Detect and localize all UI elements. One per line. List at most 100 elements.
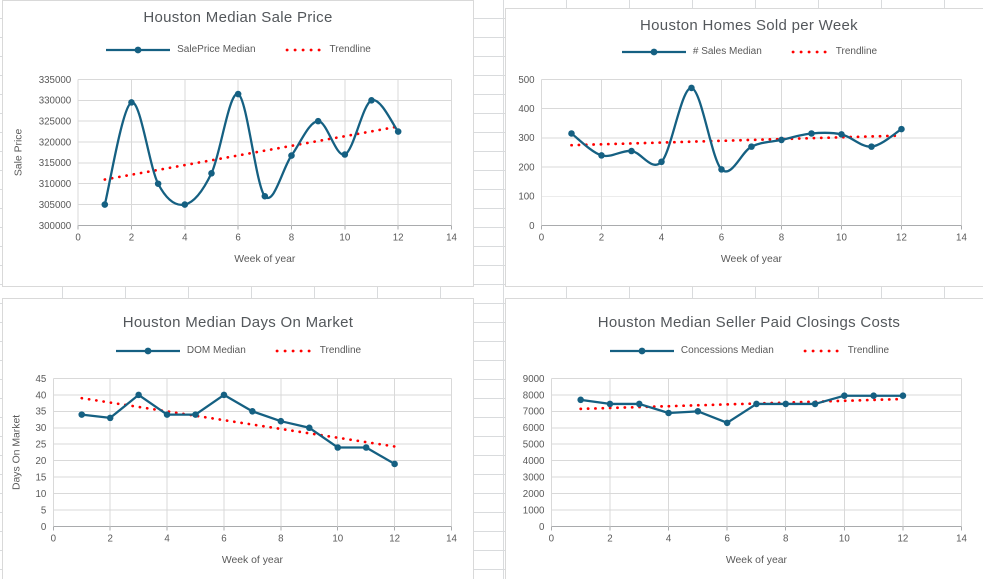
legend-trendline-label: Trendline bbox=[835, 46, 878, 57]
svg-text:12: 12 bbox=[393, 232, 404, 243]
plot-area[interactable]: 300000 305000 310000 315000 320000 325000 3300… bbox=[3, 1, 473, 286]
svg-text:14: 14 bbox=[956, 232, 967, 243]
dotted-line-swatch-icon bbox=[285, 48, 323, 51]
legend-trendline-label: Trendline bbox=[329, 44, 371, 55]
legend-series-label: # Sales Median bbox=[692, 46, 762, 57]
chart-title: Houston Median Seller Paid Closings Cost… bbox=[597, 314, 901, 331]
legend-series-label: Concessions Median bbox=[680, 345, 774, 356]
legend-item-trendline: Trendline bbox=[284, 44, 371, 55]
svg-text:30: 30 bbox=[36, 423, 47, 434]
svg-text:Week of year: Week of year bbox=[234, 254, 296, 265]
legend-series-label: SalePrice Median bbox=[177, 44, 256, 55]
plot-area[interactable]: 0 5 10 15 20 25 30 35 40 45 0 2 4 6 8 10 12 14 Week of yea… bbox=[3, 299, 473, 579]
svg-text:8000: 8000 bbox=[523, 390, 545, 401]
svg-text:25: 25 bbox=[36, 440, 47, 451]
chart-legend: # Sales Median Trendline bbox=[506, 46, 983, 57]
svg-text:4: 4 bbox=[659, 232, 665, 243]
svg-text:Days On Market: Days On Market bbox=[12, 415, 23, 490]
plot-area[interactable]: 0 100 200 300 400 500 0 2 4 6 8 10 12 14 Week of year bbox=[506, 9, 983, 286]
svg-text:0: 0 bbox=[539, 522, 545, 533]
svg-text:335000: 335000 bbox=[39, 75, 72, 86]
svg-text:310000: 310000 bbox=[39, 179, 72, 190]
svg-text:8: 8 bbox=[278, 533, 283, 544]
svg-text:9000: 9000 bbox=[523, 374, 545, 385]
svg-text:0: 0 bbox=[41, 522, 47, 533]
svg-text:2: 2 bbox=[599, 232, 604, 243]
svg-text:3000: 3000 bbox=[523, 472, 545, 483]
chart-panel-sale-price[interactable]: Houston Median Sale Price SalePrice Medi… bbox=[2, 0, 474, 287]
svg-text:7000: 7000 bbox=[523, 407, 545, 418]
legend-trendline-label: Trendline bbox=[847, 345, 890, 356]
svg-text:500: 500 bbox=[518, 75, 535, 86]
svg-text:6: 6 bbox=[235, 232, 240, 243]
svg-text:305000: 305000 bbox=[39, 200, 72, 211]
svg-text:0: 0 bbox=[539, 232, 545, 243]
chart-legend: Concessions Median Trendline bbox=[506, 345, 983, 356]
svg-text:0: 0 bbox=[75, 232, 81, 243]
line-marker-swatch-icon bbox=[106, 46, 171, 53]
svg-text:35: 35 bbox=[36, 407, 47, 418]
chart-panel-homes-sold[interactable]: Houston Homes Sold per Week # Sales Medi… bbox=[505, 8, 983, 287]
svg-text:2000: 2000 bbox=[523, 489, 545, 500]
svg-text:8: 8 bbox=[289, 232, 294, 243]
svg-text:20: 20 bbox=[36, 456, 47, 467]
line-marker-swatch-icon bbox=[115, 347, 180, 354]
line-marker-swatch-icon bbox=[609, 347, 674, 354]
svg-text:12: 12 bbox=[898, 533, 909, 544]
legend-item-series: Concessions Median bbox=[609, 345, 774, 356]
svg-text:2: 2 bbox=[607, 533, 612, 544]
svg-text:Sale Price: Sale Price bbox=[14, 129, 25, 177]
svg-text:Week of year: Week of year bbox=[726, 555, 788, 566]
svg-text:6: 6 bbox=[719, 232, 724, 243]
svg-text:4: 4 bbox=[182, 232, 188, 243]
chart-legend: DOM Median Trendline bbox=[3, 345, 473, 356]
svg-text:4: 4 bbox=[666, 533, 672, 544]
chart-legend: SalePrice Median Trendline bbox=[3, 44, 473, 55]
line-marker-swatch-icon bbox=[621, 48, 686, 55]
svg-text:4: 4 bbox=[164, 533, 170, 544]
svg-text:5000: 5000 bbox=[523, 440, 545, 451]
dotted-line-swatch-icon bbox=[275, 349, 314, 352]
legend-series-label: DOM Median bbox=[186, 345, 246, 356]
legend-item-series: SalePrice Median bbox=[105, 44, 256, 55]
legend-item-series: DOM Median bbox=[115, 345, 246, 356]
dotted-line-swatch-icon bbox=[791, 50, 830, 53]
svg-text:400: 400 bbox=[518, 104, 535, 115]
svg-text:Week of year: Week of year bbox=[222, 555, 284, 566]
svg-text:40: 40 bbox=[36, 390, 47, 401]
svg-text:315000: 315000 bbox=[39, 158, 72, 169]
svg-text:4000: 4000 bbox=[523, 456, 545, 467]
chart-title: Houston Homes Sold per Week bbox=[640, 17, 858, 34]
svg-text:8: 8 bbox=[783, 533, 788, 544]
svg-text:5: 5 bbox=[41, 505, 46, 516]
svg-text:300: 300 bbox=[518, 133, 535, 144]
svg-text:2: 2 bbox=[129, 232, 134, 243]
svg-text:10: 10 bbox=[839, 533, 850, 544]
legend-item-series: # Sales Median bbox=[621, 46, 762, 57]
chart-title: Houston Median Days On Market bbox=[122, 314, 354, 331]
svg-text:0: 0 bbox=[549, 533, 555, 544]
svg-text:14: 14 bbox=[446, 232, 457, 243]
svg-text:0: 0 bbox=[51, 533, 57, 544]
svg-text:330000: 330000 bbox=[39, 96, 72, 107]
svg-text:2: 2 bbox=[107, 533, 112, 544]
svg-text:12: 12 bbox=[896, 232, 907, 243]
legend-trendline-label: Trendline bbox=[319, 345, 362, 356]
svg-text:Week of year: Week of year bbox=[721, 254, 783, 265]
legend-item-trendline: Trendline bbox=[790, 46, 877, 57]
chart-panel-days-on-market[interactable]: Houston Median Days On Market DOM Median… bbox=[2, 298, 474, 579]
svg-text:10: 10 bbox=[836, 232, 847, 243]
svg-text:14: 14 bbox=[956, 533, 967, 544]
plot-area[interactable]: 0 1000 2000 3000 4000 5000 6000 7000 8000 9000 0 2 4… bbox=[506, 299, 983, 579]
svg-text:14: 14 bbox=[446, 533, 457, 544]
svg-text:0: 0 bbox=[529, 221, 535, 232]
legend-item-trendline: Trendline bbox=[274, 345, 361, 356]
chart-title: Houston Median Sale Price bbox=[143, 9, 333, 26]
chart-panel-closing-costs[interactable]: Houston Median Seller Paid Closings Cost… bbox=[505, 298, 983, 579]
svg-text:6: 6 bbox=[221, 533, 226, 544]
svg-text:45: 45 bbox=[36, 374, 47, 385]
svg-text:1000: 1000 bbox=[523, 505, 545, 516]
svg-text:12: 12 bbox=[389, 533, 400, 544]
svg-text:10: 10 bbox=[36, 489, 47, 500]
